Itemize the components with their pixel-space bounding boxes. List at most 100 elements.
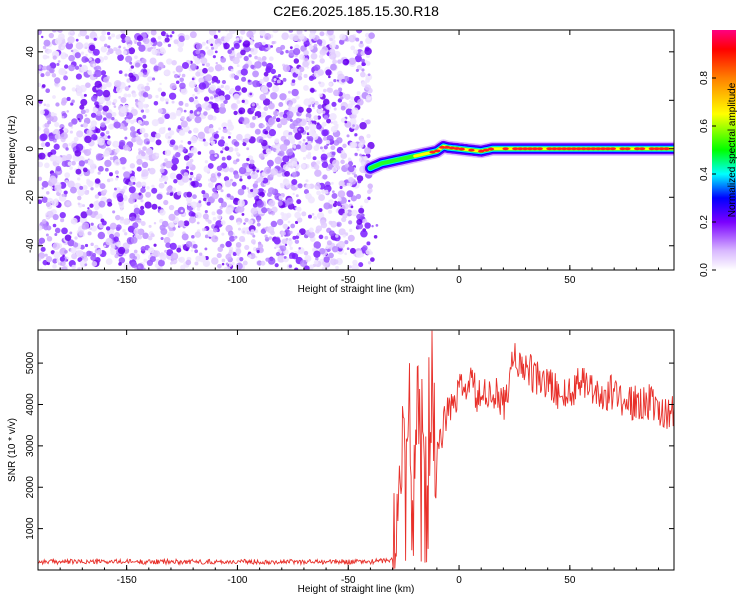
ridge-peak: [619, 147, 626, 151]
noise-speckle: [325, 104, 332, 110]
noise-speckle: [53, 251, 61, 259]
noise-speckle: [157, 117, 165, 125]
ridge-peak: [546, 147, 553, 151]
noise-speckle: [262, 98, 271, 106]
noise-speckle: [190, 249, 194, 252]
noise-speckle: [139, 127, 146, 134]
noise-speckle: [169, 139, 176, 146]
noise-speckle: [323, 88, 327, 93]
noise-speckle: [78, 160, 85, 167]
noise-speckle: [52, 264, 57, 269]
noise-speckle: [194, 231, 202, 238]
noise-speckle: [216, 209, 223, 215]
noise-speckle: [97, 205, 101, 209]
noise-speckle: [151, 49, 158, 56]
noise-speckle: [354, 55, 362, 63]
noise-speckle: [227, 121, 233, 127]
noise-speckle: [164, 158, 168, 162]
y-tick-label: 40: [25, 46, 36, 58]
noise-speckle: [64, 194, 67, 197]
noise-speckle: [41, 84, 46, 88]
noise-speckle: [160, 30, 167, 37]
noise-speckle: [299, 259, 308, 268]
y-tick-label: -20: [25, 190, 36, 205]
noise-speckle: [328, 230, 335, 237]
noise-speckle: [243, 222, 246, 225]
noise-speckle: [246, 187, 249, 190]
noise-speckle: [87, 231, 92, 236]
noise-speckle: [145, 156, 150, 161]
noise-speckle: [268, 128, 277, 137]
noise-speckle: [261, 85, 269, 94]
noise-speckle: [244, 217, 249, 223]
noise-speckle: [325, 139, 331, 145]
noise-speckle: [230, 68, 234, 72]
noise-speckle: [261, 61, 267, 67]
noise-speckle: [321, 46, 329, 54]
noise-speckle: [358, 207, 365, 214]
noise-speckle: [285, 237, 289, 241]
noise-speckle: [297, 183, 303, 189]
noise-speckle: [262, 75, 270, 83]
noise-speckle: [221, 258, 226, 263]
noise-speckle: [67, 161, 73, 166]
noise-speckle: [346, 134, 350, 138]
noise-speckle: [75, 42, 84, 50]
noise-speckle: [311, 60, 315, 64]
noise-speckle: [155, 132, 161, 139]
noise-speckle: [364, 47, 372, 56]
noise-speckle: [50, 112, 56, 117]
noise-speckle: [273, 77, 277, 82]
noise-speckle: [51, 73, 57, 78]
noise-speckle: [45, 233, 49, 237]
noise-speckle: [204, 160, 209, 164]
noise-speckle: [211, 46, 215, 50]
noise-speckle: [276, 79, 281, 84]
noise-speckle: [50, 250, 55, 255]
noise-speckle: [140, 187, 146, 193]
noise-speckle: [129, 163, 136, 169]
noise-speckle: [115, 241, 122, 248]
noise-speckle: [294, 267, 299, 270]
noise-speckle: [244, 138, 249, 143]
noise-speckle: [204, 262, 209, 267]
noise-speckle: [44, 253, 48, 257]
noise-speckle: [170, 252, 179, 261]
noise-speckle: [103, 76, 110, 83]
noise-speckle: [43, 226, 48, 231]
noise-speckle: [133, 249, 138, 254]
noise-speckle: [82, 122, 88, 128]
noise-speckle: [302, 138, 306, 142]
noise-speckle: [194, 58, 201, 65]
noise-speckle: [211, 211, 216, 216]
noise-speckle: [332, 190, 335, 194]
noise-speckle: [159, 96, 165, 102]
noise-speckle: [203, 141, 209, 147]
noise-speckle: [224, 84, 230, 91]
noise-speckle: [115, 214, 121, 221]
noise-speckle: [177, 75, 180, 78]
noise-speckle: [303, 85, 309, 91]
noise-speckle: [67, 36, 75, 44]
noise-speckle: [194, 116, 202, 124]
noise-speckle: [337, 240, 346, 249]
noise-speckle: [348, 34, 356, 43]
noise-speckle: [171, 100, 175, 104]
noise-speckle: [180, 120, 188, 128]
noise-speckle: [74, 236, 78, 240]
ridge-peak: [468, 148, 475, 152]
noise-speckle: [127, 93, 132, 98]
noise-speckle: [202, 213, 209, 220]
noise-speckle: [227, 49, 232, 55]
noise-speckle: [280, 245, 287, 252]
noise-speckle: [205, 62, 211, 68]
colorbar: 0.0 0.2 0.4 0.6 0.8 Normalized spectral ampl…: [699, 30, 738, 277]
noise-speckle: [77, 202, 81, 206]
y-tick-label: 5000: [25, 352, 36, 375]
noise-speckle: [247, 175, 252, 180]
noise-speckle: [240, 49, 246, 56]
noise-speckle: [241, 184, 247, 190]
noise-speckle: [231, 181, 237, 187]
noise-speckle: [252, 70, 259, 78]
noise-speckle: [49, 68, 54, 73]
